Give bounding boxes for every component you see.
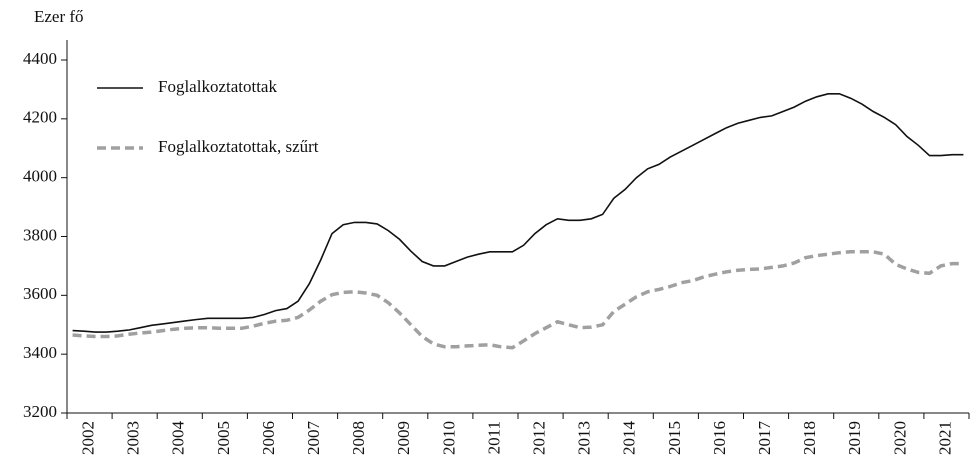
x-tick-label: 2015 bbox=[665, 421, 684, 455]
x-tick-label: 2002 bbox=[78, 421, 97, 455]
legend-label: Foglalkoztatottak bbox=[158, 77, 277, 96]
x-tick-label: 2005 bbox=[214, 421, 233, 455]
x-tick-label: 2009 bbox=[394, 421, 413, 455]
x-tick-label: 2013 bbox=[575, 421, 594, 455]
x-tick-label: 2004 bbox=[169, 421, 188, 456]
y-axis-label: Ezer fő bbox=[34, 7, 84, 26]
x-tick-label: 2021 bbox=[935, 421, 954, 455]
x-tick-label: 2018 bbox=[800, 421, 819, 455]
x-tick-label: 2014 bbox=[620, 421, 639, 456]
y-tick-label: 3600 bbox=[23, 284, 57, 303]
x-tick-label: 2011 bbox=[484, 421, 503, 454]
series-line bbox=[72, 250, 964, 350]
y-tick-label: 3400 bbox=[23, 343, 57, 362]
y-tick-label: 3200 bbox=[23, 402, 57, 421]
x-tick-label: 2006 bbox=[259, 421, 278, 455]
x-tick-label: 2012 bbox=[529, 421, 548, 455]
x-tick-label: 2007 bbox=[304, 421, 323, 456]
series-line bbox=[72, 93, 964, 333]
x-tick-label: 2008 bbox=[349, 421, 368, 455]
x-tick-label: 2020 bbox=[890, 421, 909, 455]
x-tick-label: 2010 bbox=[439, 421, 458, 455]
x-tick-label: 2003 bbox=[124, 421, 143, 455]
y-tick-label: 4200 bbox=[23, 108, 57, 127]
y-tick-label: 4400 bbox=[23, 49, 57, 68]
x-tick-label: 2017 bbox=[755, 421, 774, 456]
legend-label: Foglalkoztatottak, szűrt bbox=[158, 137, 319, 156]
x-tick-label: 2016 bbox=[710, 421, 729, 455]
y-tick-label: 3800 bbox=[23, 225, 57, 244]
x-tick-label: 2019 bbox=[845, 421, 864, 455]
y-tick-label: 4000 bbox=[23, 167, 57, 186]
